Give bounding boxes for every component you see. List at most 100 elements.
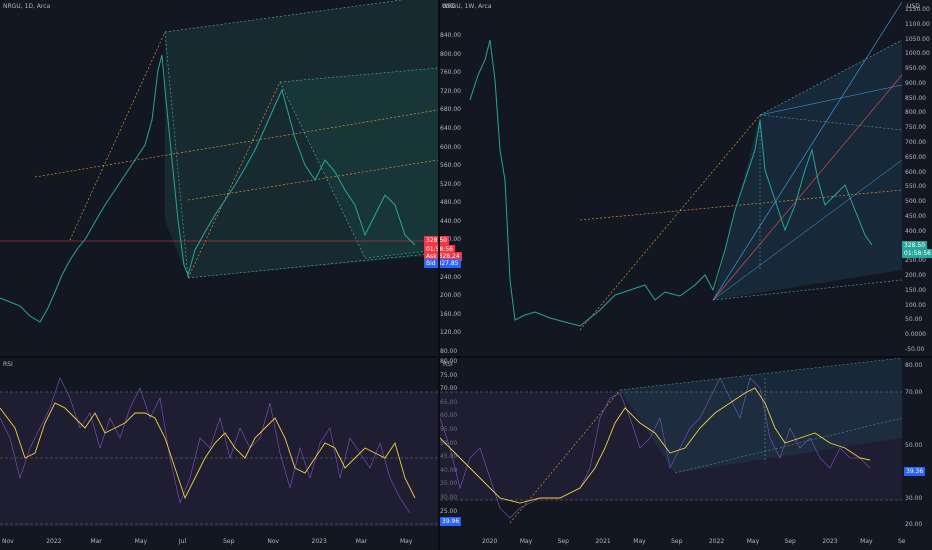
right-price-tick: 800.00 bbox=[905, 109, 926, 117]
right-time-tick: May bbox=[633, 538, 646, 545]
left-price-tick: 840.00 bbox=[440, 32, 461, 39]
left-pane-divider[interactable] bbox=[0, 356, 438, 358]
left-price-tick: 440.00 bbox=[440, 217, 461, 225]
right-price-tick: 1000.00 bbox=[905, 50, 930, 58]
right-rsi-tick: 30.00 bbox=[905, 495, 923, 502]
right-price-tick: 850.00 bbox=[905, 94, 926, 102]
left-price-chart[interactable] bbox=[0, 0, 438, 356]
right-rsi-value-tag: 39.36 bbox=[904, 467, 926, 476]
left-rsi-tick: 25.00 bbox=[440, 507, 458, 515]
right-rsi-tick: 20.00 bbox=[905, 521, 923, 528]
right-currency-label: USD bbox=[907, 3, 920, 10]
right-price-tick: 50.00 bbox=[905, 316, 923, 324]
right-time-tick: Sep bbox=[784, 538, 796, 545]
right-pitchfork-fill bbox=[713, 40, 902, 300]
left-price-tick: 640.00 bbox=[440, 124, 461, 132]
left-time-tick: Jul bbox=[178, 538, 187, 545]
right-time-tick: Sep bbox=[671, 538, 683, 545]
right-price-tick: 1150.00 bbox=[905, 6, 930, 13]
left-price-tick: 480.00 bbox=[440, 199, 461, 207]
right-time-tick: Se bbox=[898, 538, 906, 545]
right-price-tick: -50.00 bbox=[905, 346, 925, 353]
right-time-tick: 2021 bbox=[595, 538, 611, 545]
left-price-tick: 560.00 bbox=[440, 162, 461, 170]
left-pitchfork-fill bbox=[165, 0, 438, 278]
left-rsi-title: RSI bbox=[3, 361, 13, 368]
left-price-tick: 160.00 bbox=[440, 310, 461, 318]
right-price-tick: 500.00 bbox=[905, 198, 926, 206]
left-price-tick: 520.00 bbox=[440, 180, 461, 188]
left-time-tick: Mar bbox=[355, 538, 368, 545]
left-price-tick: 240.00 bbox=[440, 273, 461, 281]
left-bid-label: Bid bbox=[426, 260, 436, 267]
left-rsi-pane[interactable]: RSI bbox=[0, 358, 438, 528]
left-chart-title: NRGU, 1D, Arca bbox=[3, 3, 51, 10]
right-price-tick: 900.00 bbox=[905, 79, 926, 87]
right-price-tick: 950.00 bbox=[905, 65, 926, 73]
right-price-tick: 650.00 bbox=[905, 153, 926, 161]
right-time-tick: May bbox=[860, 538, 873, 545]
right-rsi-tick: 80.00 bbox=[905, 362, 923, 369]
left-rsi-value: 39.96 bbox=[442, 518, 460, 525]
left-price-tick: 200.00 bbox=[440, 292, 461, 300]
right-price-tick: 250.00 bbox=[905, 257, 926, 265]
right-last-price-tag: 328.50 bbox=[902, 241, 927, 250]
left-last-price: 328.50 bbox=[426, 237, 447, 244]
right-price-tick: 600.00 bbox=[905, 168, 926, 176]
right-price-tick: 100.00 bbox=[905, 301, 926, 309]
left-price-pane[interactable]: NRGU, 1D, Arca USD bbox=[0, 0, 455, 356]
right-time-tick: 2020 bbox=[482, 538, 498, 545]
left-time-tick: May bbox=[400, 538, 413, 545]
left-price-tick: 120.00 bbox=[440, 329, 461, 337]
right-rsi-title: RSI bbox=[443, 361, 453, 368]
right-rsi-pane[interactable]: RSI bbox=[440, 358, 902, 528]
right-price-tick: 1100.00 bbox=[905, 20, 930, 28]
right-last-price: 328.50 bbox=[904, 242, 925, 249]
left-time-tick: Mar bbox=[90, 538, 102, 545]
left-price-tick: 680.00 bbox=[440, 106, 461, 114]
right-rsi-tick: 50.00 bbox=[905, 442, 923, 449]
left-rsi-tick: 80.00 bbox=[440, 358, 458, 365]
left-time-axis[interactable] bbox=[0, 530, 438, 550]
left-ask-value: 328.24 bbox=[438, 253, 460, 260]
left-rsi-value-tag: 39.96 bbox=[440, 517, 462, 526]
left-last-price-tag: 328.50 bbox=[424, 236, 449, 245]
right-price-tick: 0.0000 bbox=[905, 331, 926, 339]
left-rsi-chart bbox=[0, 377, 438, 526]
left-time-tick: Sep bbox=[223, 538, 235, 545]
left-pitchfork2-fill bbox=[280, 68, 438, 258]
left-price-tick: 80.00 bbox=[440, 348, 458, 355]
left-price-series bbox=[0, 54, 416, 323]
right-countdown: 01:58:56 bbox=[904, 250, 931, 257]
pane-divider-vertical[interactable] bbox=[438, 0, 440, 550]
right-price-chart[interactable] bbox=[440, 0, 902, 356]
right-price-series bbox=[469, 39, 873, 327]
right-time-tick: 2023 bbox=[822, 538, 838, 545]
left-ask-tag: Ask 328.24 bbox=[424, 252, 462, 261]
right-price-tick: 400.00 bbox=[905, 227, 926, 235]
right-rsi-chart bbox=[440, 358, 902, 524]
left-ask-label: Ask bbox=[426, 253, 437, 260]
right-price-tick: 700.00 bbox=[905, 139, 926, 147]
left-time-tick: Nov bbox=[2, 538, 14, 545]
left-price-tick: 800.00 bbox=[440, 50, 461, 58]
left-rsi-tick: 75.00 bbox=[440, 371, 458, 379]
right-countdown-tag: 01:58:56 bbox=[902, 249, 932, 258]
left-time-tick: Nov bbox=[267, 538, 280, 545]
right-time-tick: May bbox=[519, 538, 533, 545]
right-pane-divider[interactable] bbox=[440, 356, 932, 358]
right-rsi-tick: 70.00 bbox=[905, 389, 923, 396]
right-price-pane[interactable]: NRGU, 1W, Arca USD bbox=[440, 0, 920, 356]
left-bid-value: 327.85 bbox=[437, 260, 459, 267]
right-price-tick: 200.00 bbox=[905, 272, 926, 280]
left-price-tick: 760.00 bbox=[440, 69, 461, 77]
left-price-tick: 720.00 bbox=[440, 87, 461, 95]
right-rsi-value: 39.36 bbox=[906, 468, 924, 475]
right-chart-title: NRGU, 1W, Arca bbox=[443, 3, 492, 10]
left-time-tick: 2023 bbox=[311, 538, 327, 545]
left-time-tick: May bbox=[134, 538, 148, 545]
left-price-tick: 600.00 bbox=[440, 143, 461, 151]
right-price-tick: 150.00 bbox=[905, 286, 926, 294]
right-price-tick: 750.00 bbox=[905, 124, 926, 132]
right-price-tick: 450.00 bbox=[905, 212, 926, 220]
